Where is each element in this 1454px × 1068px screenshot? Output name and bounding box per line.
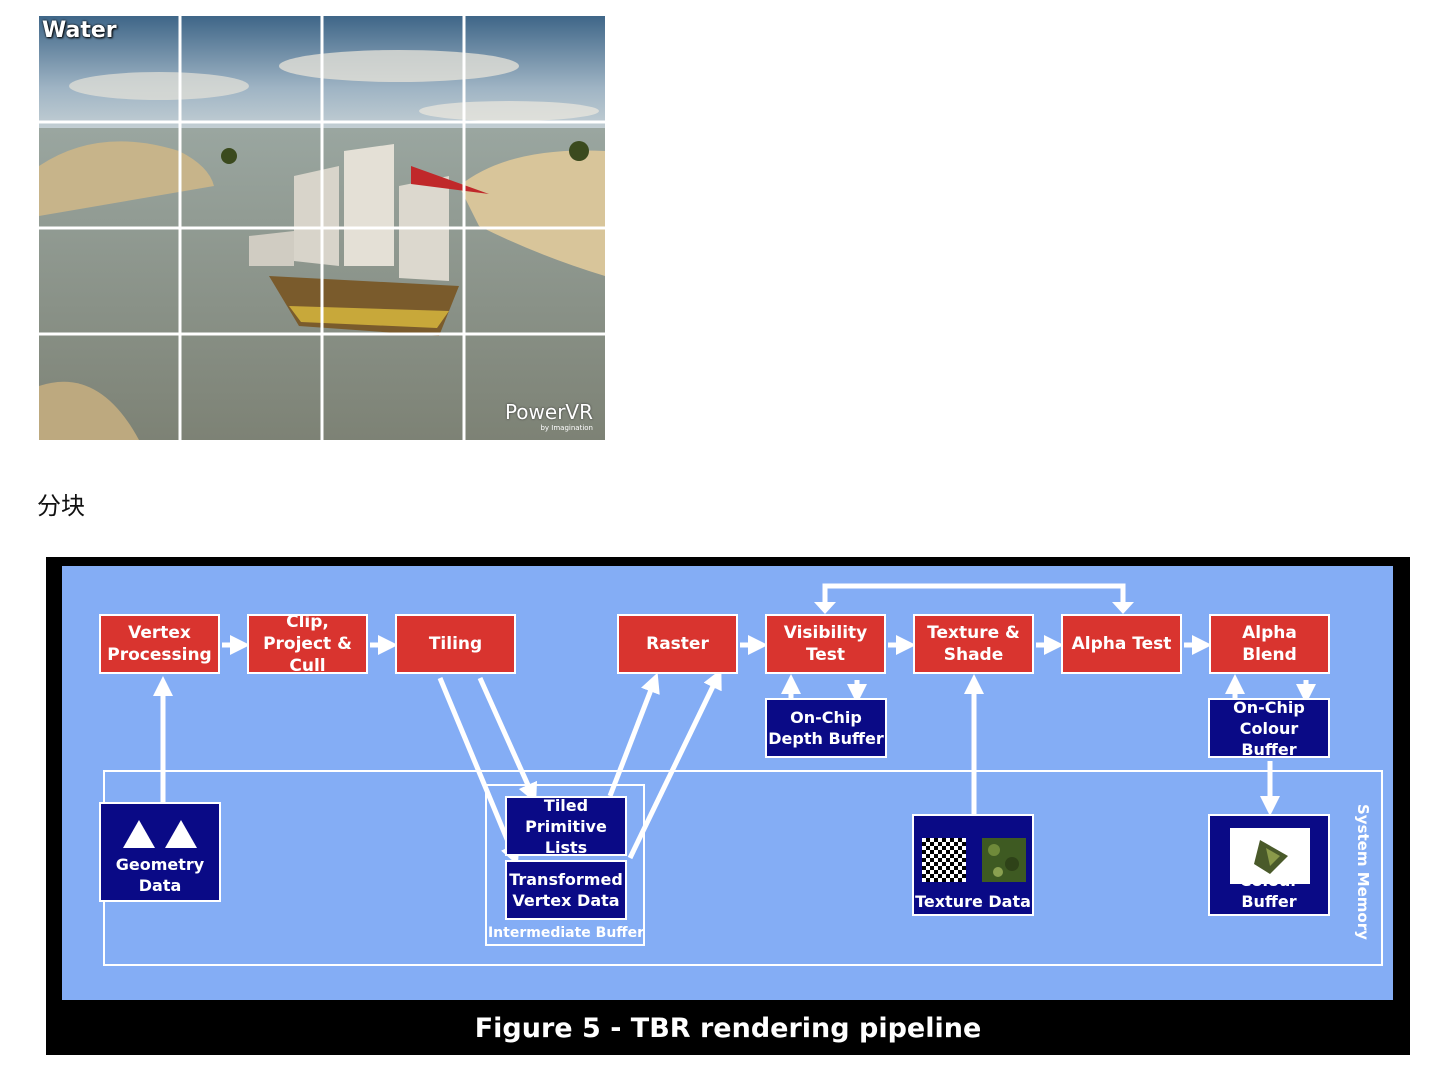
texture-data-label: Texture Data xyxy=(915,892,1031,911)
stage-tiling: Tiling xyxy=(395,614,516,674)
arrow-tiling-to-transformed xyxy=(437,677,520,866)
colour-buffer-label: Colour Buffer xyxy=(1239,871,1299,911)
figure-caption: Figure 5 - TBR rendering pipeline xyxy=(474,1013,982,1044)
texture-swatch-icon xyxy=(922,838,1026,882)
scene-illustration xyxy=(39,16,605,440)
store-geometry-data: Geometry Data xyxy=(99,802,221,902)
triangle-icon xyxy=(123,820,197,848)
tbr-pipeline-figure: System Memory Intermediate Buffer xyxy=(46,557,1410,1055)
arrow-transformed-to-raster xyxy=(627,668,722,860)
stage-clip-project-cull: Clip, Project & Cull xyxy=(247,612,368,676)
arrow-tiling-to-tiled-lists xyxy=(477,676,538,804)
stage-texture-shade: Texture & Shade xyxy=(913,614,1034,674)
stage-vertex-processing: Vertex Processing xyxy=(99,614,220,674)
geometry-data-label: Geometry Data xyxy=(115,855,205,895)
scene-image: Water PowerVR by Imagination xyxy=(39,16,605,440)
powervr-logo-subtitle: by Imagination xyxy=(540,424,593,432)
store-colour-buffer: Colour Buffer xyxy=(1208,814,1330,916)
rendered-image-icon xyxy=(1230,828,1310,884)
stage-alpha-test: Alpha Test xyxy=(1061,614,1182,674)
system-memory-label: System Memory xyxy=(1354,804,1372,940)
scene-label: Water xyxy=(42,18,117,43)
store-tiled-primitive-lists: Tiled Primitive Lists xyxy=(505,796,627,857)
diagram-panel: System Memory Intermediate Buffer xyxy=(62,566,1393,1000)
store-texture-data: Texture Data xyxy=(912,814,1034,916)
powervr-logo: PowerVR xyxy=(504,400,593,424)
section-caption: 分块 xyxy=(37,492,85,520)
store-depth-buffer: On-Chip Depth Buffer xyxy=(765,698,887,758)
intermediate-buffer-label: Intermediate Buffer xyxy=(487,925,645,941)
stage-raster: Raster xyxy=(617,614,738,674)
intermediate-buffer-region xyxy=(485,784,645,946)
store-transformed-vertex-data: Transformed Vertex Data xyxy=(505,860,627,920)
arrow-visibility-alpha-loop xyxy=(822,583,1126,606)
stage-alpha-blend: Alpha Blend xyxy=(1209,614,1330,674)
pipeline-arrows xyxy=(153,583,1316,866)
arrow-tiled-lists-to-raster xyxy=(607,672,660,797)
stage-visibility-test: Visibility Test xyxy=(765,614,886,674)
store-onchip-colour-buffer: On-Chip Colour Buffer xyxy=(1208,698,1330,759)
